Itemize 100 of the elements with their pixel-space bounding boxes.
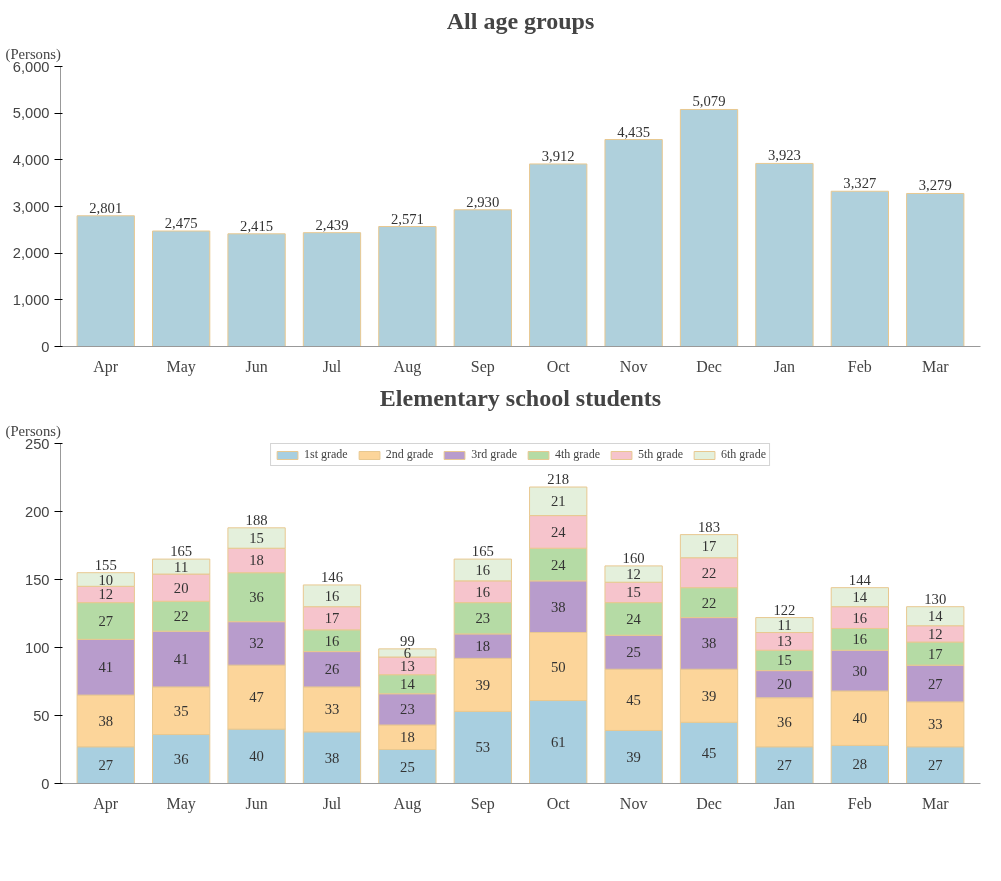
x-tick-label: Jan — [773, 357, 796, 375]
data-label: 22 — [701, 594, 717, 611]
total-label: 165 — [471, 543, 494, 560]
x-tick-label: Oct — [546, 794, 571, 812]
total-label: 146 — [320, 568, 343, 585]
data-label: 24 — [626, 610, 642, 627]
x-tick-label: Mar — [921, 357, 950, 375]
data-label: 18 — [400, 729, 415, 746]
chart-title: Elementary school students — [379, 384, 662, 411]
data-label: 15 — [249, 530, 264, 547]
x-tick-label: Dec — [696, 794, 722, 812]
y-tick-label: 100 — [25, 639, 50, 656]
data-label: 30 — [852, 662, 868, 679]
data-label: 3,912 — [541, 147, 575, 164]
x-tick-label: Aug — [393, 794, 422, 813]
data-label: 5,079 — [692, 93, 726, 110]
legend-label: 6th grade — [720, 447, 766, 462]
data-label: 18 — [249, 552, 264, 569]
data-label: 12 — [98, 586, 114, 603]
data-label: 18 — [475, 638, 491, 655]
x-tick-label: May — [166, 794, 196, 813]
data-label: 27 — [98, 757, 114, 774]
data-label: 28 — [852, 756, 868, 773]
data-label: 11 — [777, 617, 792, 634]
y-tick-label: 150 — [25, 571, 50, 588]
data-label: 16 — [324, 632, 340, 649]
bar — [604, 139, 663, 347]
data-label: 11 — [174, 558, 189, 575]
data-label: 40 — [249, 748, 264, 765]
x-tick-label: Sep — [470, 357, 495, 376]
total-label: 188 — [245, 511, 268, 528]
data-label: 10 — [98, 571, 114, 588]
data-label: 39 — [701, 687, 717, 704]
data-label: 14 — [852, 589, 868, 606]
data-label: 14 — [400, 676, 416, 693]
data-label: 25 — [626, 644, 641, 661]
data-label: 25 — [400, 758, 415, 775]
bar — [302, 232, 362, 347]
data-label: 12 — [927, 625, 943, 642]
data-label: 3,923 — [767, 147, 801, 164]
data-label: 20 — [173, 579, 189, 596]
data-label: 40 — [852, 710, 868, 727]
y-tick-label: 0 — [41, 775, 50, 792]
y-tick-label: 50 — [33, 707, 50, 724]
x-tick-label: Mar — [921, 794, 950, 812]
x-tick-label: Aug — [393, 357, 422, 376]
data-label: 26 — [324, 661, 340, 678]
bar — [906, 192, 965, 347]
data-label: 36 — [173, 751, 189, 768]
x-tick-label: Sep — [470, 794, 495, 813]
data-label: 53 — [475, 739, 491, 756]
y-tick-label: 5,000 — [12, 105, 50, 122]
data-label: 2,475 — [164, 215, 198, 231]
data-label: 23 — [475, 610, 491, 627]
x-tick-label: Dec — [696, 357, 722, 375]
data-label: 47 — [249, 689, 264, 706]
x-tick-label: Nov — [619, 357, 648, 375]
data-label: 13 — [777, 633, 792, 650]
x-tick-label: Jun — [245, 357, 268, 375]
bar — [378, 226, 437, 347]
data-label: 2,439 — [315, 216, 349, 233]
data-label: 16 — [324, 587, 340, 604]
data-label: 23 — [400, 701, 415, 718]
bar — [76, 215, 135, 347]
bar — [679, 108, 739, 347]
data-label: 2,415 — [240, 217, 274, 234]
y-tick-label: 0 — [41, 338, 50, 355]
data-label: 36 — [777, 714, 792, 731]
x-tick-label: Feb — [847, 794, 872, 812]
data-label: 50 — [550, 658, 566, 675]
data-label: 16 — [475, 561, 491, 578]
data-label: 3,327 — [843, 175, 877, 192]
data-label: 21 — [550, 493, 566, 510]
x-tick-label: Jul — [322, 794, 342, 812]
data-label: 27 — [777, 757, 792, 774]
data-label: 27 — [927, 675, 943, 692]
total-label: 160 — [622, 549, 645, 566]
x-tick-label: Nov — [619, 794, 648, 812]
legend-label: 5th grade — [637, 447, 683, 462]
legend-label: 1st grade — [304, 447, 348, 462]
data-label: 39 — [475, 676, 491, 693]
data-label: 27 — [927, 757, 943, 774]
data-label: 2,801 — [89, 199, 123, 216]
data-label: 24 — [550, 556, 567, 573]
bar — [453, 209, 512, 347]
data-label: 17 — [701, 538, 717, 555]
data-label: 39 — [626, 748, 641, 765]
data-label: 16 — [852, 631, 868, 648]
data-label: 12 — [626, 566, 641, 583]
data-label: 15 — [626, 584, 641, 601]
data-label: 22 — [173, 608, 189, 625]
bar — [830, 190, 889, 347]
x-tick-label: Oct — [546, 357, 571, 375]
bar — [529, 163, 588, 347]
data-label: 38 — [550, 598, 566, 615]
data-label: 17 — [927, 645, 943, 662]
y-tick-label: 1,000 — [12, 291, 50, 308]
total-label: 183 — [698, 518, 721, 535]
data-label: 2,930 — [466, 193, 500, 210]
data-label: 20 — [777, 676, 792, 693]
